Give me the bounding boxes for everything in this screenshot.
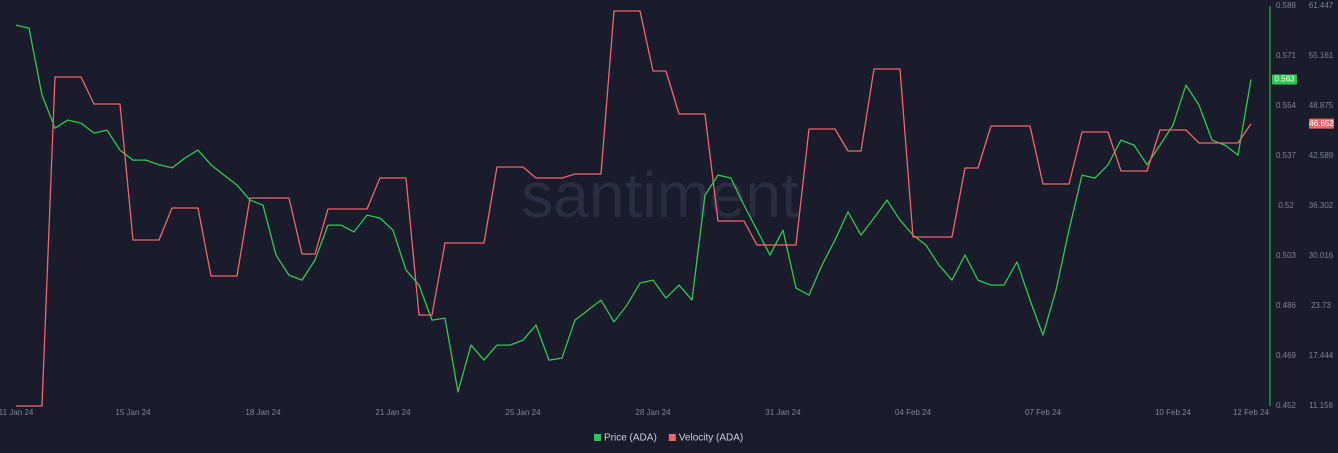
x-tick-label: 25 Jan 24 (505, 408, 541, 417)
last-value-label: 46.652 (1309, 119, 1334, 128)
last-value-tag (1272, 74, 1297, 85)
last-value-tag (1309, 118, 1334, 129)
y2-tick-label: 30.016 (1309, 251, 1334, 260)
y-tick-label: 0.486 (1276, 301, 1297, 310)
x-tick-label: 07 Feb 24 (1025, 408, 1062, 417)
y2-tick-label: 11.158 (1309, 401, 1333, 410)
x-tick-label: 21 Jan 24 (375, 408, 411, 417)
legend-label: Velocity (ADA) (679, 433, 743, 444)
y2-tick-label: 36.302 (1309, 201, 1334, 210)
y-tick-label: 0.52 (1278, 201, 1294, 210)
x-tick-label: 10 Feb 24 (1155, 408, 1192, 417)
last-value-label: 0.563 (1274, 75, 1295, 84)
y-tick-label: 0.537 (1276, 151, 1297, 160)
series-line (16, 10, 1252, 407)
legend-label: Price (ADA) (604, 433, 657, 444)
y2-tick-label: 61.447 (1309, 1, 1334, 10)
x-tick-label: 18 Jan 24 (245, 408, 281, 417)
x-tick-label: 11 Jan 24 (0, 408, 34, 417)
y-tick-label: 0.554 (1276, 101, 1297, 110)
watermark: santiment (521, 159, 799, 231)
series-line (15, 24, 1252, 393)
x-tick-label: 12 Feb 24 (1233, 408, 1270, 417)
legend-swatch (594, 434, 601, 441)
y2-tick-label: 48.875 (1309, 101, 1334, 110)
y-tick-label: 0.503 (1276, 251, 1297, 260)
x-tick-label: 15 Jan 24 (115, 408, 151, 417)
y-tick-label: 0.469 (1276, 351, 1297, 360)
legend-swatch (668, 434, 676, 441)
y2-tick-label: 17.444 (1309, 351, 1334, 360)
y2-tick-label: 42.589 (1309, 151, 1334, 160)
x-tick-label: 28 Jan 24 (635, 408, 671, 417)
legend: Price (ADA) Velocity (ADA) (594, 433, 743, 444)
y-tick-label: 0.588 (1276, 1, 1297, 10)
y2-tick-label: 55.161 (1309, 51, 1334, 60)
y-tick-label: 0.571 (1276, 51, 1297, 60)
y-tick-label: 0.452 (1276, 401, 1297, 410)
x-tick-label: 31 Jan 24 (765, 408, 801, 417)
y2-tick-label: 23.73 (1311, 301, 1332, 310)
x-tick-label: 04 Feb 24 (895, 408, 932, 417)
